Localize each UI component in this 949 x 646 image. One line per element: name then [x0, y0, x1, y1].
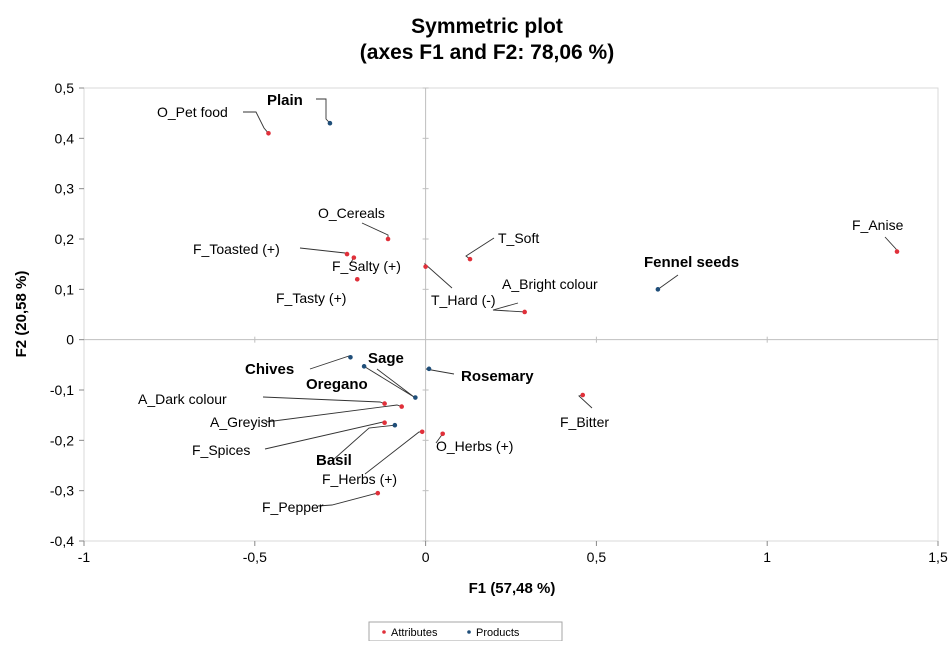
point-label-o-cereals: O_Cereals — [318, 205, 385, 221]
legend-label-attributes: Attributes — [391, 627, 438, 639]
leader-line-chives — [309, 355, 351, 370]
attribute-point-t-soft — [467, 256, 473, 262]
y-tick-label: 0,1 — [55, 281, 75, 297]
attribute-point-f-anise — [894, 249, 900, 254]
y-tick-label: -0,4 — [50, 533, 74, 549]
x-tick-label: -1 — [78, 549, 91, 565]
point-label-t-hard: T_Hard (-) — [431, 292, 496, 308]
legend: Attributes Products — [368, 621, 563, 642]
attribute-point-f-toasted — [344, 251, 350, 257]
leader-line-a-greyish — [265, 404, 402, 423]
x-tick-label: 0 — [422, 549, 430, 565]
leader-line-f-bitter — [578, 394, 593, 409]
point-label-f-anise: F_Anise — [852, 217, 904, 233]
product-point-fennel-seeds — [655, 287, 661, 292]
point-label-f-salty: F_Salty (+) — [332, 258, 401, 274]
y-tick-label: 0,4 — [55, 130, 75, 146]
attribute-point-o-herbs — [440, 431, 445, 437]
x-tick-label: -0,5 — [243, 549, 267, 565]
leader-line-sage — [363, 365, 415, 398]
x-tick-label: 1,5 — [928, 549, 948, 565]
leader-line-f-pepper — [317, 492, 378, 507]
product-point-chives — [348, 354, 353, 360]
point-label-plain: Plain — [267, 92, 303, 109]
legend-marker-products — [467, 630, 471, 634]
leader-line-o-cereals — [361, 222, 389, 240]
point-label-f-tasty: F_Tasty (+) — [276, 290, 346, 306]
leader-line-fennel-seeds — [657, 274, 679, 290]
attribute-point-f-herbs — [419, 429, 425, 435]
attribute-point-f-salty — [351, 255, 357, 260]
leader-line-o-pet-food — [243, 111, 269, 134]
product-point-oregano — [413, 395, 418, 400]
point-label-a-dark-colour: A_Dark colour — [138, 391, 227, 407]
legend-label-products: Products — [476, 627, 520, 639]
point-label-t-soft: T_Soft — [498, 230, 539, 246]
product-point-sage — [361, 364, 367, 369]
point-label-f-bitter: F_Bitter — [560, 414, 609, 430]
y-tick-label: -0,2 — [50, 432, 74, 448]
leader-line-f-spices — [264, 421, 385, 450]
attribute-point-a-bright-colour — [522, 309, 527, 315]
point-label-a-bright-colour: A_Bright colour — [502, 276, 598, 292]
point-label-oregano: Oregano — [306, 376, 368, 393]
chart-title-line-2: (axes F1 and F2: 78,06 %) — [360, 41, 614, 64]
point-label-chives: Chives — [245, 361, 294, 378]
product-point-plain — [327, 120, 333, 126]
point-label-rosemary: Rosemary — [461, 368, 534, 385]
chart-title-line-1: Symmetric plot — [411, 15, 563, 38]
leader-line-f-anise — [884, 236, 898, 252]
attribute-point-f-tasty — [354, 276, 360, 282]
point-label-o-herbs: O_Herbs (+) — [436, 438, 513, 454]
point-label-f-toasted: F_Toasted (+) — [193, 241, 280, 257]
leader-line-basil — [332, 424, 395, 461]
attribute-point-a-greyish — [399, 404, 404, 409]
y-tick-label: -0,3 — [50, 483, 74, 499]
attribute-point-f-spices — [382, 420, 387, 426]
point-label-f-spices: F_Spices — [192, 442, 250, 458]
point-label-f-herbs: F_Herbs (+) — [322, 471, 397, 487]
product-point-basil — [392, 422, 398, 428]
y-tick-label: 0,2 — [55, 231, 75, 247]
y-tick-label: 0,3 — [55, 181, 75, 197]
point-label-sage: Sage — [368, 350, 404, 367]
y-tick-label: 0,5 — [55, 80, 75, 96]
leader-line-a-bright-colour — [492, 302, 525, 313]
x-tick-label: 0,5 — [587, 549, 607, 565]
y-axis-label: F2 (20,58 %) — [13, 271, 30, 358]
point-label-o-pet-food: O_Pet food — [157, 104, 228, 120]
leader-line-plain — [316, 98, 331, 124]
plot-frame — [83, 87, 939, 542]
attribute-point-o-cereals — [385, 236, 391, 242]
attribute-point-f-bitter — [580, 392, 586, 398]
attribute-point-o-pet-food — [266, 131, 271, 136]
product-point-rosemary — [426, 366, 432, 372]
attribute-point-t-hard — [423, 264, 428, 269]
y-tick-label: -0,1 — [50, 382, 74, 398]
leader-line-t-soft — [465, 237, 495, 260]
leader-line-f-toasted — [299, 247, 348, 255]
leader-line-f-herbs — [364, 431, 423, 475]
attribute-point-a-dark-colour — [382, 401, 387, 406]
leader-line-a-dark-colour — [262, 396, 385, 405]
attribute-point-f-pepper — [375, 490, 381, 496]
point-label-fennel-seeds: Fennel seeds — [644, 254, 739, 271]
y-tick-label: 0 — [66, 332, 74, 348]
point-label-a-greyish: A_Greyish — [210, 414, 275, 430]
point-label-f-pepper: F_Pepper — [262, 499, 324, 515]
x-axis-label: F1 (57,48 %) — [469, 580, 556, 597]
x-tick-label: 1 — [763, 549, 771, 565]
legend-marker-attributes — [382, 630, 386, 634]
leader-line-t-hard — [424, 262, 453, 289]
point-label-basil: Basil — [316, 452, 352, 469]
